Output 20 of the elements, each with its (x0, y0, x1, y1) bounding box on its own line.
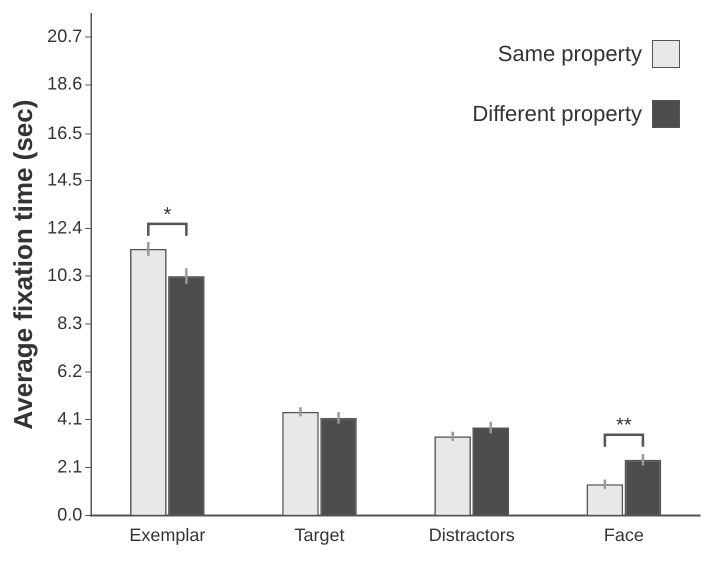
y-tick-label: 14.5 (47, 169, 82, 190)
y-tick-label: 0.0 (57, 504, 82, 524)
x-tick-label: Target (294, 525, 345, 546)
y-tick-label: 18.6 (47, 74, 82, 94)
legend-label: Same property (498, 40, 642, 67)
y-tick-label: 8.3 (57, 312, 82, 333)
y-tick-label: 20.7 (47, 26, 82, 46)
annotation: * (163, 204, 172, 226)
y-tick-label: 10.3 (47, 265, 82, 286)
y-tick-label: 16.5 (47, 122, 82, 143)
y-tick-label: 2.1 (57, 456, 82, 477)
y-tick-label: 12.4 (47, 217, 82, 238)
legend-label: Different property (472, 100, 642, 127)
y-tick-label: 6.2 (57, 360, 82, 381)
y-axis-title: Average fixation time (sec) (8, 100, 38, 430)
y-tick-label: 4.1 (57, 408, 82, 429)
annotation: ** (616, 414, 632, 437)
x-tick-label: Distractors (428, 525, 515, 546)
x-tick-label: Exemplar (129, 525, 206, 546)
x-tick-label: Face (604, 525, 644, 546)
